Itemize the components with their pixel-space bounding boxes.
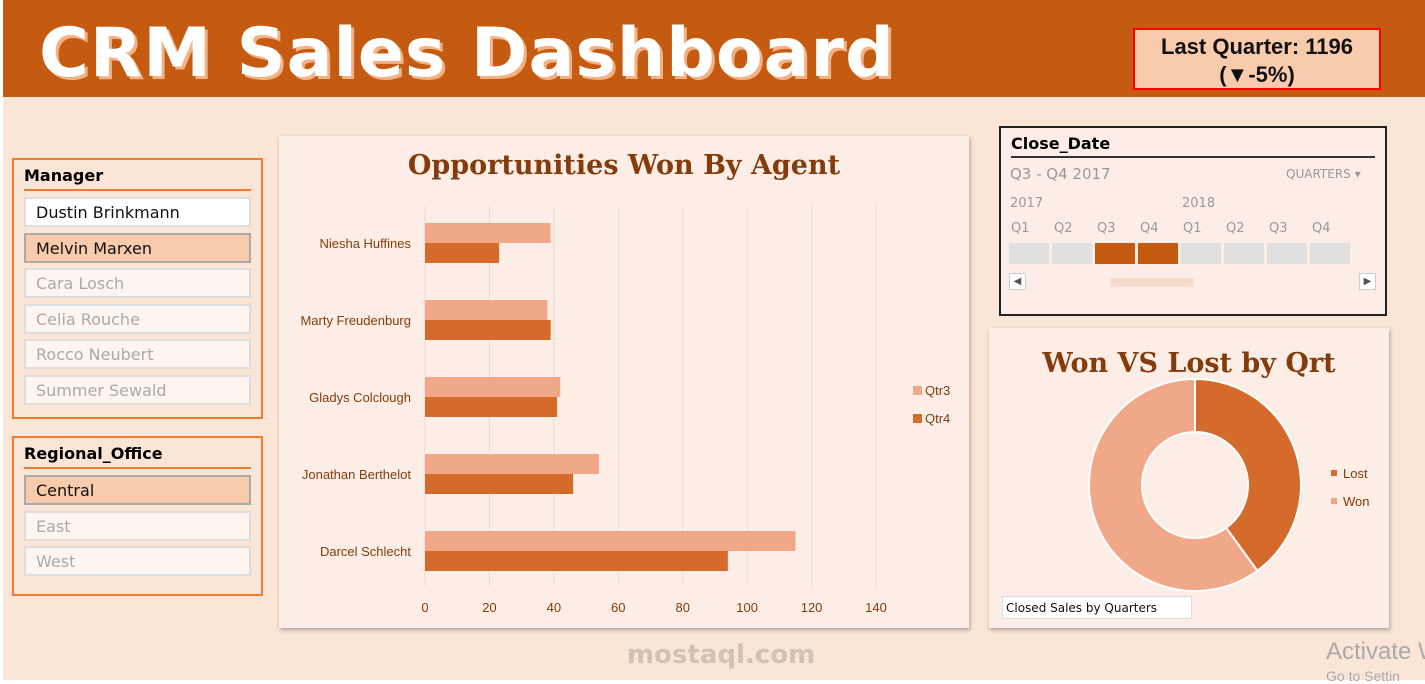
bar-qtr3 — [425, 454, 599, 474]
slicer-item[interactable]: Central — [24, 475, 251, 505]
bar-qtr3 — [425, 223, 551, 243]
page-title: CRM Sales Dashboard — [39, 14, 895, 93]
level-label: QUARTERS — [1286, 167, 1351, 181]
closed-sales-filter[interactable]: Closed Sales by Quarters — [1002, 596, 1192, 619]
legend-label: Qtr4 — [925, 411, 950, 426]
slicer-item[interactable]: West — [24, 546, 251, 576]
watermark: mostaql.com — [627, 640, 816, 670]
timeline-title: Close_Date — [1011, 134, 1375, 158]
legend-swatch — [913, 386, 922, 395]
quarter-label: Q1 — [1011, 221, 1030, 236]
quarter-label: Q3 — [1269, 221, 1288, 236]
regional-office-slicer: Regional_Office Central East West — [12, 436, 263, 596]
activate-windows-text: Activate W — [1326, 638, 1425, 665]
chart-title: Won VS Lost by Qrt — [1042, 348, 1336, 379]
slicer-item[interactable]: Celia Rouche — [24, 303, 251, 334]
quarter-label: Q3 — [1097, 221, 1116, 236]
bar-qtr3 — [425, 300, 548, 320]
chart-title: Opportunities Won By Agent — [407, 150, 841, 181]
x-tick-label: 20 — [482, 600, 496, 615]
x-tick-label: 40 — [547, 600, 561, 615]
quarter-label: Q4 — [1312, 221, 1331, 236]
slicer-item[interactable]: Cara Losch — [24, 268, 251, 298]
donut-chart: Lost Won — [1088, 377, 1370, 592]
bar-chart: 0 20 40 60 80 100 120 140 Niesha Huffines Marty F… — [300, 206, 950, 615]
kpi-value: Last Quarter: 1196 — [1161, 34, 1353, 59]
timeline-level-dropdown[interactable]: QUARTERS ▾ — [1286, 167, 1361, 181]
timeline-scrollbar[interactable] — [1110, 278, 1194, 287]
quarter-label: Q2 — [1226, 221, 1245, 236]
legend-swatch — [1331, 498, 1337, 504]
bar-qtr4 — [425, 243, 500, 263]
bar-qtr4 — [425, 474, 574, 494]
scroll-left-icon[interactable]: ◀ — [1009, 273, 1026, 290]
bar-qtr3 — [425, 377, 561, 397]
year-label: 2017 — [1010, 196, 1044, 211]
kpi-change: (▼-5%) — [1219, 62, 1295, 87]
slicer-item[interactable]: Summer Sewald — [24, 374, 251, 405]
manager-slicer: Manager Dustin Brinkmann Melvin Marxen Car… — [12, 158, 263, 419]
legend-label: Qtr3 — [925, 383, 950, 398]
category-label: Marty Freudenburg — [300, 313, 411, 328]
scroll-right-icon[interactable]: ▶ — [1359, 273, 1376, 290]
x-tick-label: 100 — [736, 600, 758, 615]
agent-chart-panel: Opportunities Won By Agent 0 20 40 60 80 100 1… — [279, 136, 969, 628]
x-tick-label: 140 — [865, 600, 887, 615]
bar-qtr4 — [425, 551, 728, 571]
timeline-range: Q3 - Q4 2017 — [1010, 165, 1111, 183]
legend-label: Won — [1343, 494, 1370, 509]
quarter-bar[interactable] — [1009, 243, 1049, 264]
activate-windows-subtext: Go to Settin — [1326, 668, 1400, 684]
donut-slice-won — [1088, 377, 1259, 592]
bar-qtr4 — [425, 397, 558, 417]
quarter-label: Q1 — [1183, 221, 1202, 236]
donut-slice-lost — [1194, 377, 1302, 573]
year-label: 2018 — [1182, 196, 1216, 211]
won-lost-panel: Won VS Lost by Qrt Lost Won Closed Sales … — [989, 328, 1389, 628]
slicer-title: Manager — [24, 166, 251, 191]
quarter-bar[interactable] — [1181, 243, 1221, 264]
quarter-label: Q2 — [1054, 221, 1073, 236]
slicer-title: Regional_Office — [24, 444, 251, 469]
x-tick-label: 80 — [675, 600, 689, 615]
dashboard-canvas: CRM Sales Dashboard Last Quarter: 1196 (… — [3, 0, 1425, 684]
legend-swatch — [913, 414, 922, 423]
x-tick-label: 120 — [801, 600, 823, 615]
bar-qtr3 — [425, 531, 796, 551]
category-label: Gladys Colclough — [309, 390, 411, 405]
slicer-item[interactable]: Rocco Neubert — [24, 339, 251, 369]
x-tick-label: 0 — [421, 600, 428, 615]
slicer-item[interactable]: Melvin Marxen — [24, 232, 251, 263]
slicer-item[interactable]: East — [24, 510, 251, 541]
category-label: Niesha Huffines — [319, 236, 411, 251]
quarter-bar[interactable] — [1267, 243, 1307, 264]
kpi-last-quarter: Last Quarter: 1196 (▼-5%) — [1133, 28, 1381, 90]
legend-swatch — [1331, 470, 1337, 476]
quarter-label: Q4 — [1140, 221, 1159, 236]
x-tick-label: 60 — [611, 600, 625, 615]
category-label: Jonathan Berthelot — [302, 467, 412, 482]
quarter-bar[interactable] — [1310, 243, 1350, 264]
category-label: Darcel Schlecht — [320, 544, 411, 559]
quarter-bar[interactable] — [1138, 243, 1178, 264]
header-banner: CRM Sales Dashboard Last Quarter: 1196 (… — [3, 0, 1425, 97]
quarter-bar[interactable] — [1095, 243, 1135, 264]
bar-qtr4 — [425, 320, 551, 340]
chevron-down-icon: ▾ — [1354, 167, 1361, 181]
quarter-bar[interactable] — [1224, 243, 1264, 264]
quarter-bar[interactable] — [1052, 243, 1092, 264]
slicer-item[interactable]: Dustin Brinkmann — [24, 197, 251, 227]
legend-label: Lost — [1343, 466, 1368, 481]
